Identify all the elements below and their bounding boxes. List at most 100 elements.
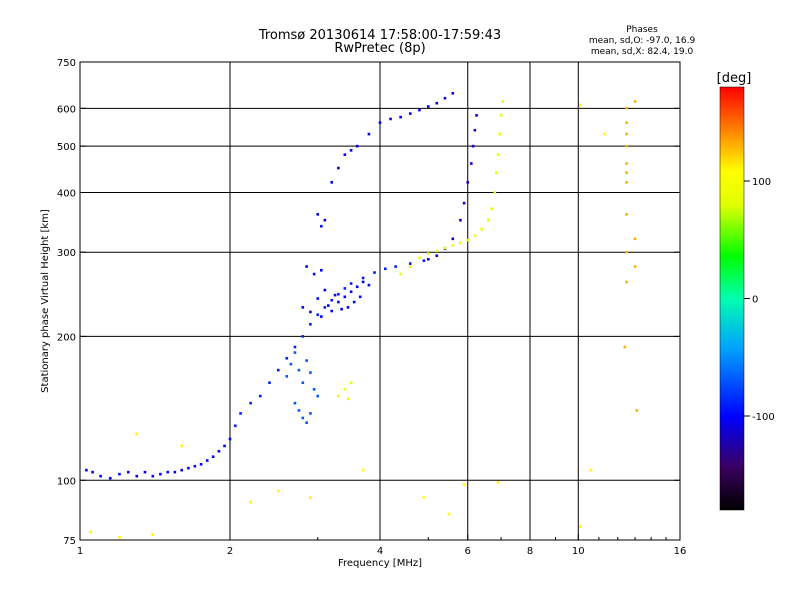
data-point-o-trace-low xyxy=(159,472,162,476)
data-point-o-scatter-cluster xyxy=(352,300,356,304)
data-point-o-trace-low xyxy=(99,474,102,478)
data-point-o-scatter-mid-cluster xyxy=(293,401,297,405)
colorbar xyxy=(719,86,745,511)
data-point-o-scatter-mid-cluster xyxy=(293,351,297,354)
x-tick-label: 6 xyxy=(465,546,471,557)
data-point-scattered-noise xyxy=(447,512,451,516)
data-point-o-trace-low xyxy=(199,463,203,466)
colorbar-tick-label: 0 xyxy=(752,295,758,306)
data-point-o-scatter-mid-cluster xyxy=(305,359,308,362)
data-point-x-low-cluster xyxy=(337,394,340,398)
data-point-o-scatter-cluster xyxy=(301,306,305,309)
data-point-o-trace-mid xyxy=(301,335,305,338)
data-point-x-trace xyxy=(408,265,412,268)
data-point-x-trace xyxy=(480,228,484,231)
grid-lines xyxy=(80,62,680,540)
data-point-o-high-branch xyxy=(320,224,323,228)
data-point-scattered-noise xyxy=(589,468,593,472)
data-point-scattered-noise xyxy=(118,535,121,539)
data-point-o-trace-mid xyxy=(422,259,426,262)
data-point-x-column-12 xyxy=(625,280,628,284)
chart-title: Tromsø 20130614 17:58:00-17:59:43 xyxy=(258,28,501,43)
data-point-o-cusp xyxy=(426,257,430,261)
data-point-o-scatter-cluster xyxy=(309,310,312,314)
x-tick-label: 4 xyxy=(377,546,383,557)
data-point-o-cusp xyxy=(466,181,470,184)
data-point-o-trace-low xyxy=(211,455,215,459)
data-point-o-scatter-cluster xyxy=(355,285,359,289)
data-point-scattered-noise xyxy=(180,444,184,448)
y-axis-label: Stationary phase Virtual Height [km] xyxy=(40,209,51,393)
data-point-o-trace-low xyxy=(108,476,112,480)
data-point-x-column-12 xyxy=(625,132,628,136)
data-point-o-trace-mid xyxy=(276,368,280,372)
data-point-o-scatter-cluster xyxy=(312,272,316,276)
data-point-o-high-branch xyxy=(355,144,359,148)
data-point-x-column-12 xyxy=(625,171,628,175)
data-point-o-trace-low xyxy=(205,459,209,462)
data-point-o-trace-mid xyxy=(309,322,312,326)
data-point-x-trace xyxy=(496,153,500,156)
data-point-o-trace-low xyxy=(143,470,147,474)
x-tick-label: 16 xyxy=(674,546,687,557)
data-point-o-high-branch xyxy=(330,181,334,184)
data-point-o-high-branch xyxy=(408,112,412,115)
y-tick-label: 100 xyxy=(57,476,76,487)
data-point-o-high-branch xyxy=(418,108,421,112)
data-point-x-column-12 xyxy=(625,250,628,254)
data-point-o-trace-mid xyxy=(349,282,353,285)
data-point-x-trace xyxy=(499,114,503,117)
data-point-o-trace-low xyxy=(166,470,170,474)
data-point-o-trace-low xyxy=(173,470,177,474)
data-point-o-scatter-cluster xyxy=(330,309,334,313)
data-point-x-column-12 xyxy=(633,100,637,103)
data-point-o-cusp xyxy=(435,254,439,258)
data-point-scattered-noise xyxy=(579,103,582,107)
data-point-o-trace-mid xyxy=(234,424,237,428)
data-point-o-cusp xyxy=(471,144,475,148)
data-point-x-column-12 xyxy=(625,213,628,216)
colorbar-label: [deg] xyxy=(717,71,752,86)
data-point-o-trace-low xyxy=(217,449,221,453)
data-point-o-scatter-mid-cluster xyxy=(301,416,305,420)
colorbar-ticks: 100 0 -100 xyxy=(744,177,775,423)
data-point-o-scatter-cluster xyxy=(346,306,350,309)
data-point-scattered-noise xyxy=(496,481,500,484)
y-tick-label: 200 xyxy=(57,332,76,343)
chart-subtitle: RwPretec (8p) xyxy=(334,41,425,56)
data-point-scattered-noise xyxy=(249,500,252,504)
data-point-scattered-noise xyxy=(579,525,582,528)
data-point-o-cusp xyxy=(459,218,462,222)
data-point-o-scatter-mid-cluster xyxy=(289,362,293,366)
x-tick-label: 8 xyxy=(527,546,533,557)
data-point-o-trace-low xyxy=(126,470,130,474)
data-point-o-trace-low xyxy=(151,474,155,478)
data-point-o-scatter-cluster xyxy=(343,295,347,299)
data-point-x-low-cluster xyxy=(346,397,350,401)
data-point-x-column-12 xyxy=(633,237,637,241)
y-tick-label: 600 xyxy=(57,104,76,115)
data-point-o-high-branch xyxy=(343,153,347,156)
data-point-x-column-12 xyxy=(635,409,639,412)
data-point-scattered-noise xyxy=(151,533,155,536)
data-point-o-high-branch xyxy=(399,115,402,119)
data-point-o-trace-mid xyxy=(373,271,376,274)
data-point-scattered-noise xyxy=(276,489,280,493)
data-point-o-trace-mid xyxy=(268,381,271,385)
data-point-o-trace-mid xyxy=(249,401,252,405)
data-point-scattered-noise xyxy=(462,483,466,486)
data-point-o-high-branch xyxy=(367,132,371,136)
y-tick-label: 400 xyxy=(57,188,76,199)
colorbar-tick-label: 100 xyxy=(752,177,771,188)
data-point-o-scatter-mid-cluster xyxy=(312,388,316,391)
data-point-o-high-branch xyxy=(316,213,320,216)
y-tick-label: 750 xyxy=(57,58,76,69)
data-point-o-trace-mid xyxy=(258,394,262,398)
data-point-o-high-branch xyxy=(337,166,340,170)
data-point-o-scatter-cluster xyxy=(316,297,320,300)
data-point-x-column-12 xyxy=(625,144,628,148)
phases-label: Phases xyxy=(626,25,658,35)
data-point-x-trace xyxy=(490,207,493,210)
data-point-o-trace-low xyxy=(187,466,190,470)
